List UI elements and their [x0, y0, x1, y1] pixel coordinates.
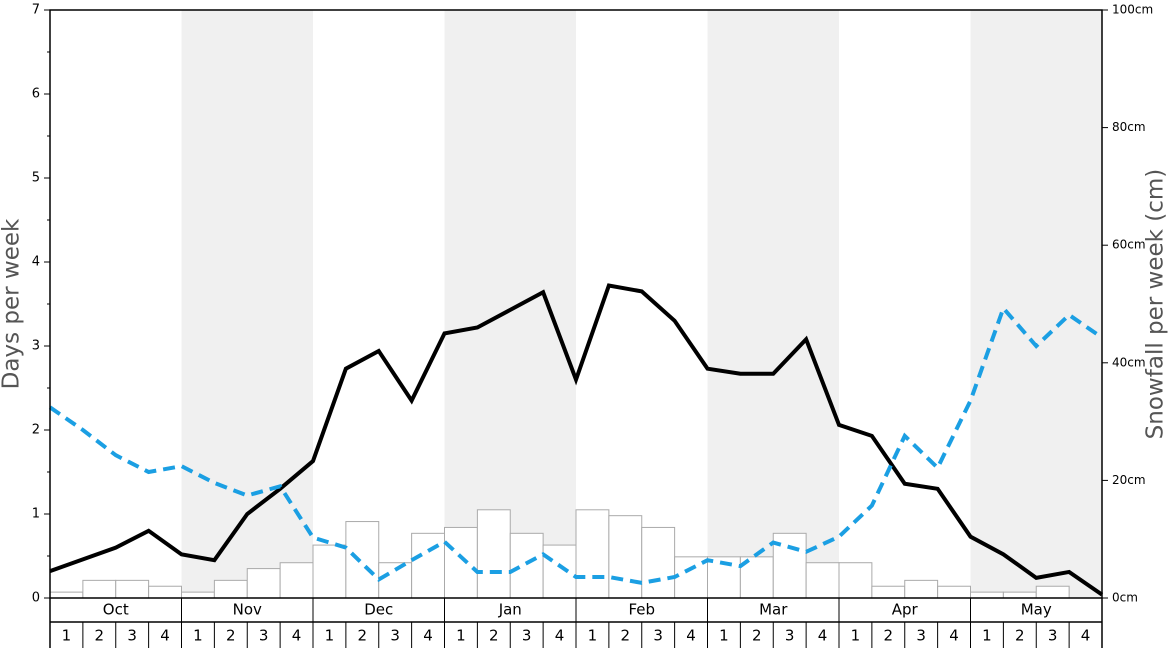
bar [1002, 591, 1037, 599]
x-tick-label: 4 [686, 627, 696, 645]
x-tick-label: 1 [588, 627, 598, 645]
month-band [970, 10, 1102, 598]
y2-tick-label: 20cm [1112, 473, 1146, 487]
month-label: Oct [103, 601, 129, 619]
y2-tick-label: 80cm [1112, 120, 1146, 134]
x-tick-label: 3 [653, 627, 663, 645]
x-tick-label: 1 [456, 627, 466, 645]
bar [509, 532, 544, 599]
bar [49, 591, 84, 599]
bar [904, 579, 939, 599]
x-tick-label: 3 [522, 627, 532, 645]
bar [608, 515, 643, 599]
x-tick-label: 4 [1081, 627, 1091, 645]
line [48, 304, 1104, 585]
y-tick-label: 4 [32, 255, 40, 270]
bar [115, 579, 150, 599]
month-band [444, 10, 576, 598]
y-tick-label: 1 [32, 507, 40, 522]
y2-tick-label: 100cm [1112, 3, 1153, 17]
x-tick-label: 2 [752, 627, 762, 645]
bar [542, 544, 577, 599]
y-tick-label: 5 [32, 171, 40, 186]
x-tick-label: 2 [621, 627, 631, 645]
y-axis-label: Days per week [0, 218, 25, 389]
x-tick-label: 3 [127, 627, 137, 645]
x-tick-label: 2 [358, 627, 368, 645]
month-label: Mar [759, 601, 788, 619]
line [49, 283, 1104, 597]
bar [871, 585, 906, 599]
bar [411, 532, 445, 599]
bar [1035, 585, 1070, 599]
y-tick-label: 0 [32, 591, 40, 606]
bar [805, 562, 840, 599]
y-tick-label: 6 [32, 87, 40, 102]
x-tick-label: 4 [949, 627, 959, 645]
bar [674, 556, 708, 599]
month-label: Apr [892, 601, 919, 619]
x-tick-label: 2 [884, 627, 894, 645]
bar [641, 526, 676, 599]
bar [937, 585, 971, 599]
y2-tick-label: 60cm [1112, 238, 1146, 252]
bar [838, 562, 873, 599]
x-tick-label: 1 [193, 627, 203, 645]
x-tick-label: 2 [1015, 627, 1025, 645]
x-tick-label: 2 [95, 627, 105, 645]
x-tick-label: 3 [785, 627, 795, 645]
x-tick-label: 1 [851, 627, 861, 645]
bar [279, 562, 314, 599]
x-tick-label: 1 [62, 627, 72, 645]
y2-axis-label: Snowfall per week (cm) [1143, 169, 1168, 440]
month-label: Nov [233, 601, 262, 619]
x-tick-label: 3 [1048, 627, 1058, 645]
x-tick-label: 4 [555, 627, 565, 645]
x-tick-label: 3 [259, 627, 269, 645]
y-tick-label: 7 [32, 3, 40, 18]
x-tick-label: 3 [390, 627, 400, 645]
y-tick-label: 2 [32, 423, 40, 438]
x-tick-label: 3 [916, 627, 926, 645]
bar [148, 585, 182, 599]
bar [213, 579, 248, 599]
month-label: Dec [364, 601, 393, 619]
month-label: Jan [498, 601, 522, 619]
x-tick-label: 2 [489, 627, 499, 645]
y-tick-label: 3 [32, 339, 40, 354]
bar [82, 579, 117, 599]
bar [312, 544, 347, 599]
bar [575, 509, 610, 599]
month-label: May [1021, 601, 1052, 619]
month-label: Feb [628, 601, 655, 619]
bar [345, 521, 380, 599]
bar [970, 591, 1004, 599]
y2-tick-label: 40cm [1112, 355, 1146, 369]
x-tick-label: 1 [325, 627, 335, 645]
bar [444, 526, 478, 599]
x-tick-label: 4 [423, 627, 433, 645]
x-tick-label: 4 [292, 627, 302, 645]
bar [246, 568, 281, 599]
bar [181, 591, 215, 599]
bar [476, 509, 511, 599]
x-tick-label: 1 [719, 627, 729, 645]
x-tick-label: 1 [982, 627, 992, 645]
x-tick-label: 4 [160, 627, 170, 645]
x-tick-label: 4 [818, 627, 828, 645]
month-band [181, 10, 313, 598]
month-band [707, 10, 839, 598]
y2-tick-label: 0cm [1112, 591, 1138, 605]
x-tick-label: 2 [226, 627, 236, 645]
